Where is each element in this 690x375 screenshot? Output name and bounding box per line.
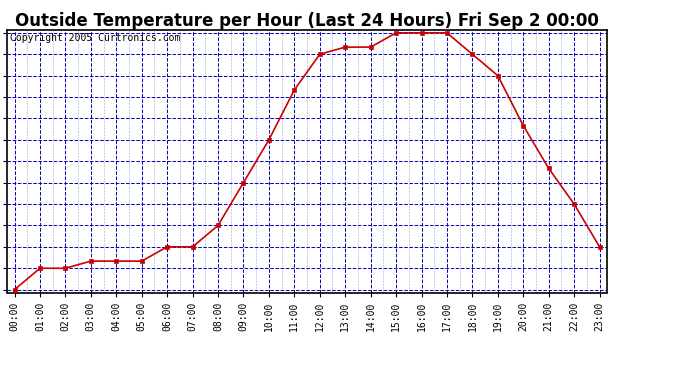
Title: Outside Temperature per Hour (Last 24 Hours) Fri Sep 2 00:00: Outside Temperature per Hour (Last 24 Ho… [15,12,599,30]
Text: Copyright 2005 Curtronics.com: Copyright 2005 Curtronics.com [10,33,180,43]
